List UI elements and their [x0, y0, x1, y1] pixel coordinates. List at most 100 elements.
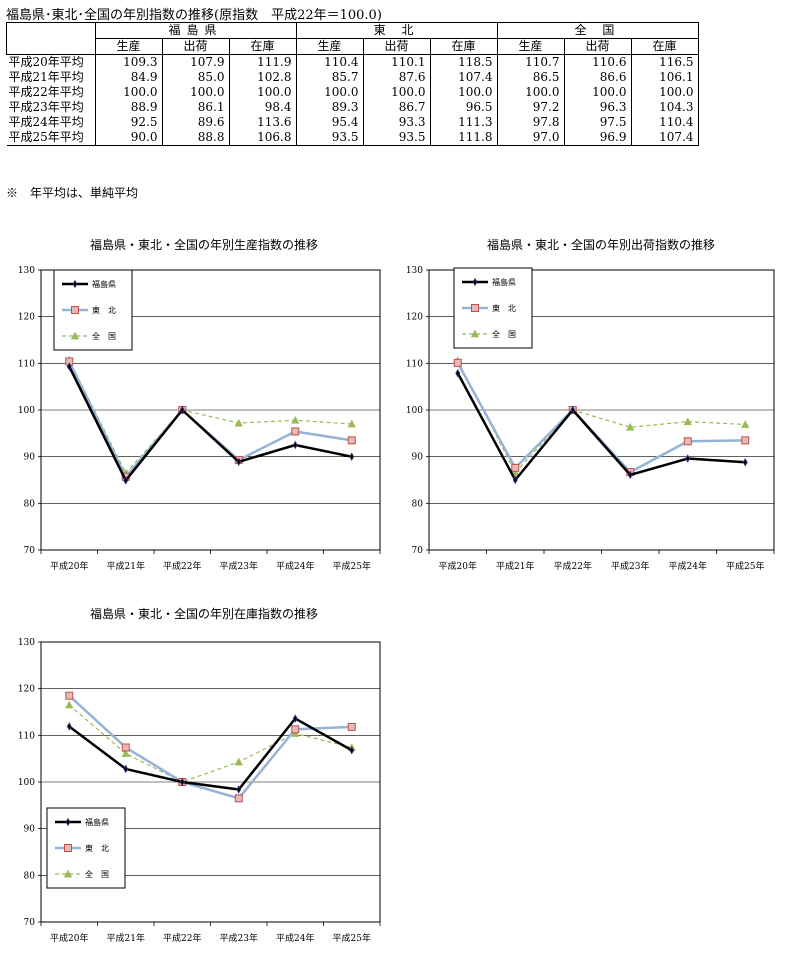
x-tick-label: 平成20年: [50, 932, 88, 944]
table-header-row-regions: 福島県 東 北 全 国: [6, 22, 699, 55]
y-tick-label: 80: [24, 871, 36, 881]
data-point: [292, 714, 298, 723]
y-tick-label: 120: [18, 313, 35, 323]
legend-label: 福島県: [85, 817, 109, 827]
x-tick-label: 平成23年: [220, 560, 258, 572]
index-table: 福島県 東 北 全 国 生産 出荷 在庫 生産 出荷 在庫 生産 出荷 在庫 平…: [6, 22, 699, 146]
data-point: [292, 440, 298, 450]
x-tick-label: 平成20年: [439, 560, 477, 572]
table-cell: 93.5: [295, 130, 363, 146]
y-tick-label: 100: [18, 406, 35, 416]
data-point: [63, 869, 73, 878]
table-cell: 102.8: [228, 70, 296, 85]
table-cell: 104.3: [630, 100, 699, 115]
y-tick-label: 110: [406, 359, 423, 369]
y-tick-label: 90: [24, 453, 36, 463]
data-point: [234, 794, 243, 803]
legend-label: 東 北: [492, 303, 516, 313]
y-tick-label: 70: [412, 546, 424, 556]
data-point: [347, 419, 356, 428]
y-tick-label: 130: [406, 266, 423, 276]
data-point: [685, 454, 691, 463]
table-cell: 85.7: [295, 70, 363, 85]
data-point: [71, 306, 79, 314]
data-point: [347, 436, 356, 445]
production-index-chart: 70 80 90 100 110 120 130 平成20年 平成21年 平成22年 平成23年 平成…: [18, 266, 381, 572]
y-tick-label: 100: [18, 778, 35, 788]
y-tick-label: 70: [24, 918, 36, 928]
y-tick-label: 110: [18, 359, 35, 369]
subcol-shipment: 出荷: [362, 38, 430, 55]
subcol-shipment: 出荷: [563, 38, 631, 55]
data-point: [234, 757, 243, 766]
table-cell: 97.0: [496, 130, 564, 146]
table-cell: 110.4: [630, 115, 699, 130]
table-cell: 88.9: [94, 100, 162, 115]
row-label: 平成22年平均: [8, 85, 84, 99]
x-tick-label: 平成24年: [276, 932, 314, 944]
table-cell: 100.0: [161, 85, 229, 100]
data-point: [234, 418, 243, 427]
data-point: [65, 700, 74, 709]
y-tick-label: 80: [412, 499, 424, 509]
table-cell: 111.8: [429, 130, 497, 146]
x-tick-label: 平成21年: [107, 932, 145, 944]
table-row: 平成22年平均 100.0 100.0 100.0 100.0 100.0 100.0 100…: [7, 85, 699, 100]
table-cell: 106.8: [228, 130, 296, 146]
x-tick-label: 平成21年: [496, 560, 534, 572]
table-cell: 90.0: [94, 130, 162, 146]
series-line: [68, 359, 352, 474]
region-header-tohoku: 東 北: [295, 22, 497, 39]
data-point: [66, 722, 72, 731]
data-point: [291, 725, 300, 734]
series-fukushima: [66, 362, 355, 485]
data-point: [121, 749, 130, 757]
legend-label: 全 国: [492, 329, 516, 339]
row-label: 平成24年平均: [8, 115, 84, 129]
data-point: [511, 468, 520, 476]
data-point: [741, 420, 750, 428]
table-cell: 107.4: [429, 70, 497, 85]
data-point: [72, 279, 78, 289]
table-row: 平成24年平均 92.5 89.6 113.6 95.4 93.3 111.3 97.8 97.…: [7, 115, 699, 130]
x-tick-label: 平成22年: [554, 560, 592, 572]
table-cell: 98.4: [228, 100, 296, 115]
subcol-production: 生産: [295, 38, 363, 55]
data-point: [123, 476, 129, 485]
table-cell: 100.0: [630, 85, 699, 100]
data-point: [511, 463, 520, 472]
data-point: [291, 415, 300, 424]
y-tick-label: 120: [406, 313, 423, 323]
subcol-inventory: 在庫: [429, 38, 497, 55]
data-point: [179, 777, 185, 787]
data-point: [512, 475, 518, 485]
chart-title-shipment: 福島県・東北・全国の年別出荷指数の推移: [487, 238, 716, 252]
x-tick-label: 平成22年: [163, 560, 201, 572]
table-cell: 116.5: [630, 54, 699, 70]
table-cell: 107.9: [161, 54, 229, 70]
x-tick-label: 平成23年: [220, 932, 258, 944]
table-row: 平成20年平均 109.3 107.9 111.9 110.4 110.1 118.5 110…: [7, 54, 699, 70]
table-cell: 110.7: [496, 54, 564, 70]
subcol-production: 生産: [94, 38, 162, 55]
table-cell: 86.5: [496, 70, 564, 85]
shipment-index-chart: 70 80 90 100 110 120 130 平成20年 平成21年 平成22年 平成23年 平成…: [406, 266, 775, 572]
table-cell: 110.4: [295, 54, 363, 70]
data-point: [741, 436, 750, 445]
table-cell: 97.8: [496, 115, 564, 130]
data-point: [683, 437, 692, 446]
subcol-shipment: 出荷: [161, 38, 229, 55]
table-row: 平成25年平均 90.0 88.8 106.8 93.5 93.5 111.8 97.0 96.…: [6, 130, 699, 146]
data-point: [683, 417, 692, 426]
table-cell: 87.6: [362, 70, 430, 85]
x-tick-label: 平成24年: [276, 560, 314, 572]
legend-label: 全 国: [85, 869, 109, 879]
table-cell: 110.1: [362, 54, 430, 70]
table-cell: 97.5: [563, 115, 631, 130]
table-row: 平成23年平均 88.9 86.1 98.4 89.3 86.7 96.5 97.2 96.3 1…: [7, 100, 699, 115]
data-point: [453, 358, 462, 367]
table-cell: 86.6: [563, 70, 631, 85]
table-cell: 100.0: [362, 85, 430, 100]
data-point: [472, 277, 478, 287]
data-point: [349, 745, 355, 755]
